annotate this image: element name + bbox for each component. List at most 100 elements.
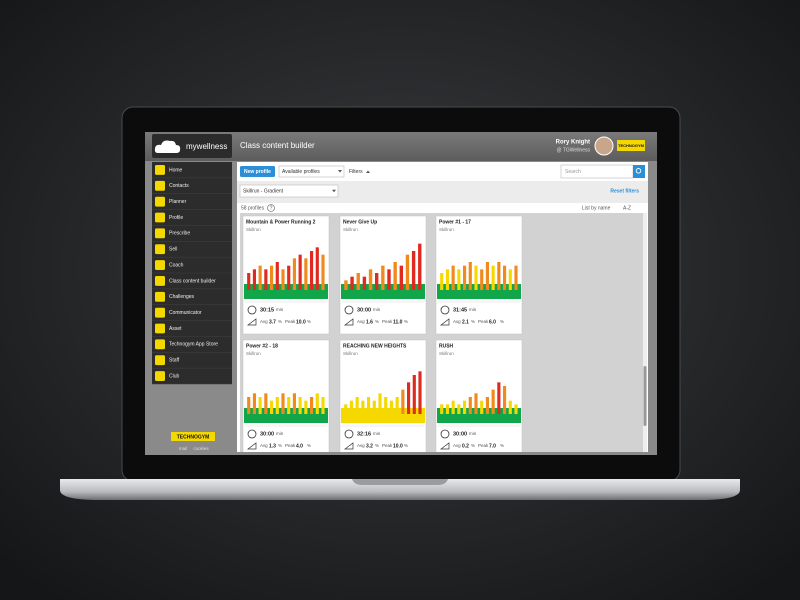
menu-item[interactable]: Technogym App Store <box>152 339 232 353</box>
profile-bar <box>321 397 325 414</box>
menu-item[interactable]: Challenges <box>152 291 232 306</box>
menu-item[interactable]: Prescribe <box>152 228 232 242</box>
profile-bar <box>381 265 385 290</box>
card-equipment: Skillrun <box>246 351 261 356</box>
profile-bar <box>463 265 467 290</box>
equipment-dropdown[interactable] <box>239 184 339 198</box>
profile-bar <box>451 400 455 414</box>
profile-bar <box>468 397 472 414</box>
menu-item[interactable]: Communicator <box>152 307 232 321</box>
sort-order[interactable]: A-Z <box>623 205 631 211</box>
profile-bar <box>252 393 256 414</box>
profile-card[interactable]: Mountain & Power Running 2 Skillrun 30:15 m… <box>242 215 330 335</box>
percent-unit: % <box>375 319 379 324</box>
profile-bar <box>405 254 410 290</box>
profile-bar <box>344 404 348 414</box>
peak-label: Peak <box>478 319 489 324</box>
menu-label: Challenges <box>169 294 195 300</box>
card-bg <box>339 339 427 452</box>
avatar[interactable] <box>594 136 614 156</box>
search-button[interactable] <box>633 165 645 178</box>
card-bg <box>242 215 330 335</box>
profile-bar <box>445 404 449 414</box>
card-title: REACHING NEW HEIGHTS <box>343 343 407 349</box>
help-icon[interactable] <box>267 204 275 212</box>
laptop-base <box>60 479 740 500</box>
profile-bar <box>349 400 353 414</box>
menu-label: Contacts <box>169 183 189 189</box>
profile-bar <box>270 400 274 414</box>
footer-link[interactable]: mail <box>179 446 187 451</box>
search-placeholder: Search <box>565 169 581 175</box>
profile-bar <box>355 397 359 414</box>
clock-icon <box>247 305 257 315</box>
menu-item[interactable]: Asset <box>152 323 232 337</box>
footer-brand-badge <box>171 432 215 441</box>
avg-value: 3.7 <box>269 319 276 325</box>
menu-label: Technogym App Store <box>169 342 218 348</box>
profile-bar <box>310 397 314 414</box>
avg-label: Avg <box>260 443 268 448</box>
card-title: RUSH <box>439 343 454 349</box>
avg-label: Avg <box>453 443 461 448</box>
menu-label: Coach <box>169 262 184 268</box>
avg-label: Avg <box>260 319 268 324</box>
menu-label: Staff <box>169 358 180 364</box>
footer-link[interactable]: cookies <box>193 446 209 451</box>
reset-filters[interactable]: Reset filters <box>610 188 639 194</box>
menu-item[interactable]: Coach <box>152 260 232 274</box>
avg-label: Avg <box>357 443 365 448</box>
profile-bar <box>247 397 251 414</box>
menu-item[interactable]: Staff <box>152 355 232 369</box>
time-unit: min <box>276 307 284 312</box>
card-bg <box>435 215 523 335</box>
menu-label: Asset <box>169 326 182 332</box>
filters-toggle[interactable]: Filters <box>349 169 363 175</box>
menu-item[interactable]: Club <box>152 371 232 385</box>
profiles-dropdown[interactable] <box>278 165 345 178</box>
profile-count: 58 profiles <box>241 205 265 211</box>
menu-item[interactable]: Planner <box>152 196 232 210</box>
profile-bar <box>367 397 371 414</box>
menu-icon <box>155 276 165 286</box>
time-unit: min <box>276 431 284 436</box>
slope-icon <box>439 442 450 450</box>
avg-label: Avg <box>453 319 461 324</box>
menu-item[interactable]: Home <box>152 165 232 179</box>
profile-bar <box>480 269 484 290</box>
profile-bar <box>375 273 379 290</box>
new-profile-button[interactable] <box>240 166 275 177</box>
menu-icon <box>155 165 165 175</box>
profile-bar <box>480 400 484 414</box>
profile-bar <box>457 269 461 290</box>
menu-item[interactable]: Contacts <box>152 180 232 195</box>
menu-label: Profile <box>169 215 183 221</box>
profile-base <box>341 284 425 299</box>
menu-item[interactable]: Profile <box>152 212 232 226</box>
profile-bar <box>384 397 388 414</box>
menu-label: Prescribe <box>169 231 190 237</box>
menu-item[interactable]: Class content builder <box>152 276 232 290</box>
profile-bar <box>315 247 319 290</box>
profile-card[interactable]: REACHING NEW HEIGHTS Skillrun 32:16 min Avg 3… <box>339 339 427 458</box>
peak-value: 7.0 <box>489 443 496 449</box>
sort-select[interactable]: List by name <box>582 205 611 211</box>
percent-unit: % <box>404 319 408 324</box>
peak-value: 4.0 <box>296 443 303 449</box>
percent-unit: % <box>307 443 311 448</box>
profile-bar <box>264 269 268 290</box>
peak-label: Peak <box>285 319 296 324</box>
profile-bar <box>310 251 314 290</box>
profile-bar <box>321 254 325 290</box>
profile-base <box>244 284 328 299</box>
menu-icon <box>155 228 165 239</box>
percent-unit: % <box>278 443 282 448</box>
card-equipment: Skillrun <box>343 351 358 356</box>
percent-unit: % <box>278 319 282 324</box>
menu-item[interactable]: Sell <box>152 244 232 258</box>
scrollbar-thumb[interactable] <box>643 366 647 426</box>
